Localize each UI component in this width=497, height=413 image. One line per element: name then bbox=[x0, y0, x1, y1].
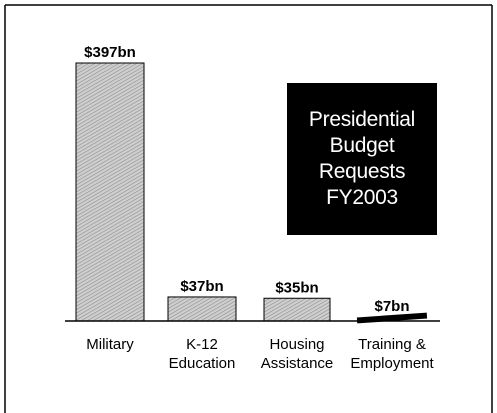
category-label-3-line-0: Training & bbox=[358, 336, 426, 353]
title-line-2: Budget bbox=[329, 134, 395, 157]
chart-title-box: Presidential Budget Requests FY2003 bbox=[287, 83, 437, 235]
category-label-2-line-0: Housing bbox=[269, 336, 324, 353]
bar-1 bbox=[167, 296, 237, 322]
category-label-1-line-1: Education bbox=[169, 355, 236, 372]
title-line-3: Requests bbox=[318, 160, 406, 183]
value-label-3: $7bn bbox=[374, 298, 409, 315]
category-label-0-line-0: Military bbox=[86, 336, 134, 353]
value-label-2: $35bn bbox=[275, 279, 318, 296]
bar-2 bbox=[263, 297, 331, 322]
chart-title: Presidential Budget Requests FY2003 bbox=[309, 107, 415, 211]
category-label-3-line-1: Employment bbox=[350, 355, 434, 372]
category-label-2-line-1: Assistance bbox=[261, 355, 334, 372]
value-label-0: $397bn bbox=[84, 44, 136, 61]
bar-0 bbox=[75, 62, 145, 322]
bars-group bbox=[75, 62, 428, 324]
title-line-1: Presidential bbox=[308, 108, 416, 131]
labels-group: $397bn Military $37bn K-12 Education $35bn Hou… bbox=[84, 44, 434, 372]
category-label-1-line-0: K-12 bbox=[186, 336, 218, 353]
title-line-4: FY2003 bbox=[326, 186, 398, 209]
value-label-1: $37bn bbox=[180, 278, 223, 295]
